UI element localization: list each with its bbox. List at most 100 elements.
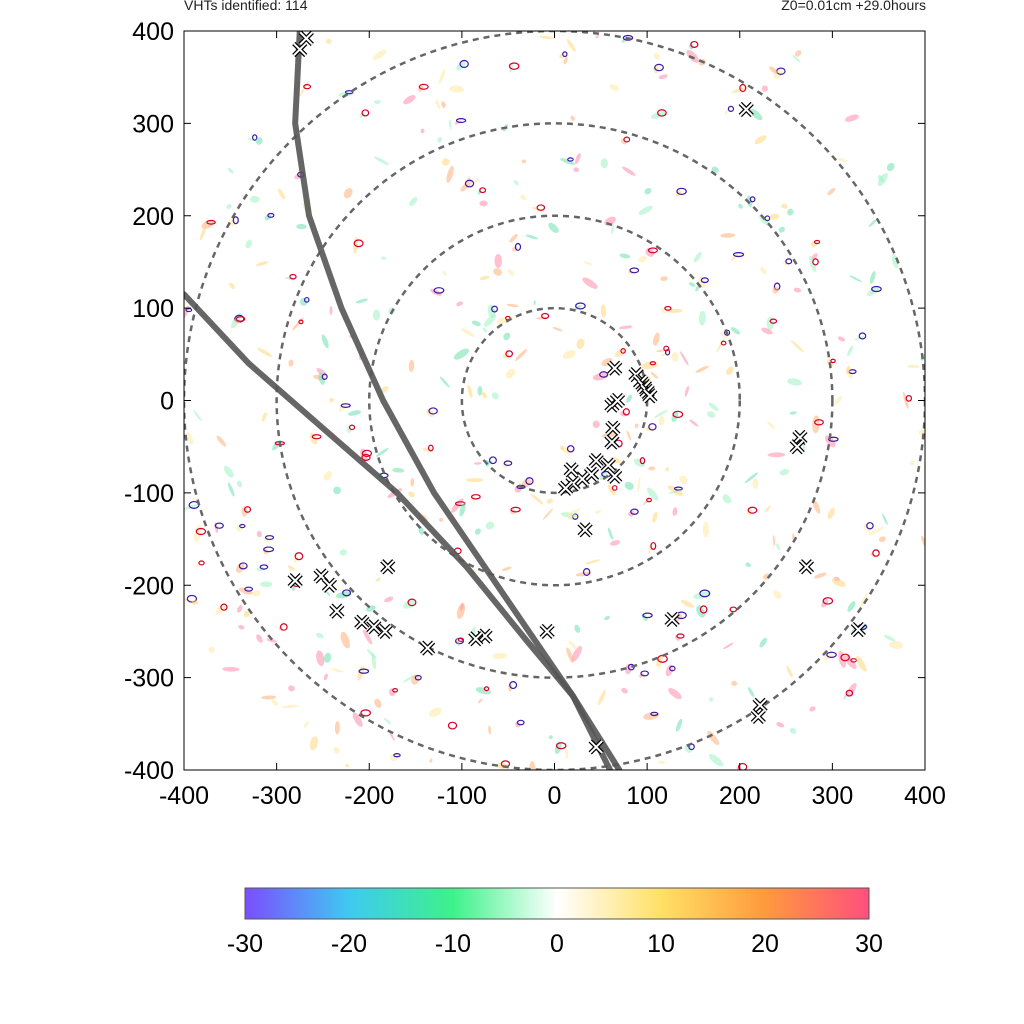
- field-blob: [772, 535, 776, 547]
- contour-loop: [244, 586, 254, 592]
- run-info-label: Z0=0.01cm +29.0hours: [781, 0, 926, 13]
- field-blob: [477, 385, 483, 396]
- contour-loop: [866, 522, 874, 530]
- contour-loop: [294, 552, 304, 561]
- field-blob: [646, 487, 659, 501]
- contour-loop: [232, 216, 239, 225]
- field-blob: [284, 276, 296, 281]
- field-blob: [778, 226, 785, 233]
- x-tick-label: 300: [812, 782, 854, 810]
- field-blob: [277, 188, 286, 200]
- field-blob: [576, 338, 585, 349]
- field-blob: [363, 629, 373, 645]
- field-blob: [709, 697, 714, 702]
- field-blob: [592, 420, 600, 429]
- field-blob: [604, 615, 611, 621]
- field-blob: [247, 137, 257, 142]
- field-blob: [609, 84, 620, 92]
- field-blob: [442, 270, 447, 276]
- contour-loop: [555, 742, 567, 750]
- field-blob: [261, 412, 267, 422]
- field-blob: [449, 85, 465, 93]
- field-blob: [782, 261, 789, 266]
- field-blob: [530, 493, 544, 505]
- contour-loop: [582, 568, 591, 576]
- vht-marker: [850, 621, 866, 638]
- contour-loop: [267, 212, 275, 218]
- contour-loop: [700, 277, 709, 284]
- field-blob: [708, 754, 724, 767]
- field-blob: [802, 443, 806, 451]
- contour-loop: [575, 302, 586, 310]
- field-blob: [641, 361, 659, 370]
- contour-loop: [321, 373, 328, 380]
- field-blob: [726, 366, 734, 375]
- field-blob: [403, 95, 416, 105]
- contour-loop: [646, 497, 652, 503]
- contour-loop: [311, 434, 322, 440]
- field-blob: [609, 540, 621, 546]
- contour-loop: [447, 721, 458, 730]
- field-blob: [878, 536, 886, 543]
- field-blob: [184, 504, 199, 510]
- vht-marker: [588, 452, 604, 469]
- contour-loop: [263, 546, 275, 553]
- field-blob: [846, 683, 857, 697]
- contour-loop: [647, 247, 658, 254]
- field-blob: [789, 727, 797, 734]
- vht-marker: [738, 101, 754, 118]
- field-blob: [352, 712, 363, 727]
- contour-loop: [340, 403, 351, 408]
- field-blob: [546, 498, 553, 504]
- field-blob: [456, 301, 463, 307]
- field-blob: [652, 332, 660, 346]
- field-blob: [250, 195, 260, 203]
- field-blob: [648, 542, 653, 554]
- field-blob: [622, 166, 636, 176]
- field-blob: [668, 688, 682, 700]
- field-blob: [665, 664, 673, 677]
- x-tick-label: 0: [548, 782, 562, 810]
- field-blob: [650, 371, 659, 379]
- vht-marker: [477, 628, 493, 644]
- field-blob: [574, 624, 581, 633]
- field-blob: [226, 204, 232, 210]
- field-blob: [333, 486, 341, 495]
- field-blob: [392, 467, 405, 473]
- field-blob: [855, 656, 867, 672]
- field-blob: [564, 508, 581, 518]
- field-blob: [389, 753, 399, 761]
- field-blob: [257, 347, 273, 357]
- field-blob: [827, 188, 836, 196]
- field-blob: [869, 271, 876, 284]
- field-blob: [374, 698, 382, 708]
- field-blob: [482, 327, 488, 333]
- field-blob: [661, 307, 669, 314]
- field-blob: [439, 517, 444, 522]
- field-blob: [570, 115, 575, 121]
- contour-loop: [238, 562, 248, 570]
- field-blob: [724, 107, 732, 115]
- contour-loop: [353, 239, 364, 248]
- field-blob: [186, 431, 194, 445]
- field-blob: [891, 253, 899, 269]
- field-blob: [347, 410, 362, 416]
- x-tick-label: -200: [344, 782, 394, 810]
- contour-loop: [727, 105, 735, 112]
- contour-loop: [599, 371, 609, 378]
- field-blob: [389, 688, 396, 697]
- field-blob: [334, 721, 340, 735]
- contour-loop: [737, 762, 748, 770]
- field-blob: [474, 178, 480, 183]
- vht-marker: [750, 708, 766, 725]
- y-tick-label: -400: [124, 757, 174, 785]
- field-blob: [227, 482, 235, 497]
- contour-loop: [503, 460, 513, 467]
- field-blob: [216, 435, 227, 447]
- contour-loop: [344, 90, 354, 95]
- field-blob: [884, 634, 896, 642]
- contour-loop: [303, 296, 310, 303]
- field-blob: [408, 359, 415, 373]
- field-blob: [343, 187, 353, 199]
- field-blob: [236, 480, 243, 488]
